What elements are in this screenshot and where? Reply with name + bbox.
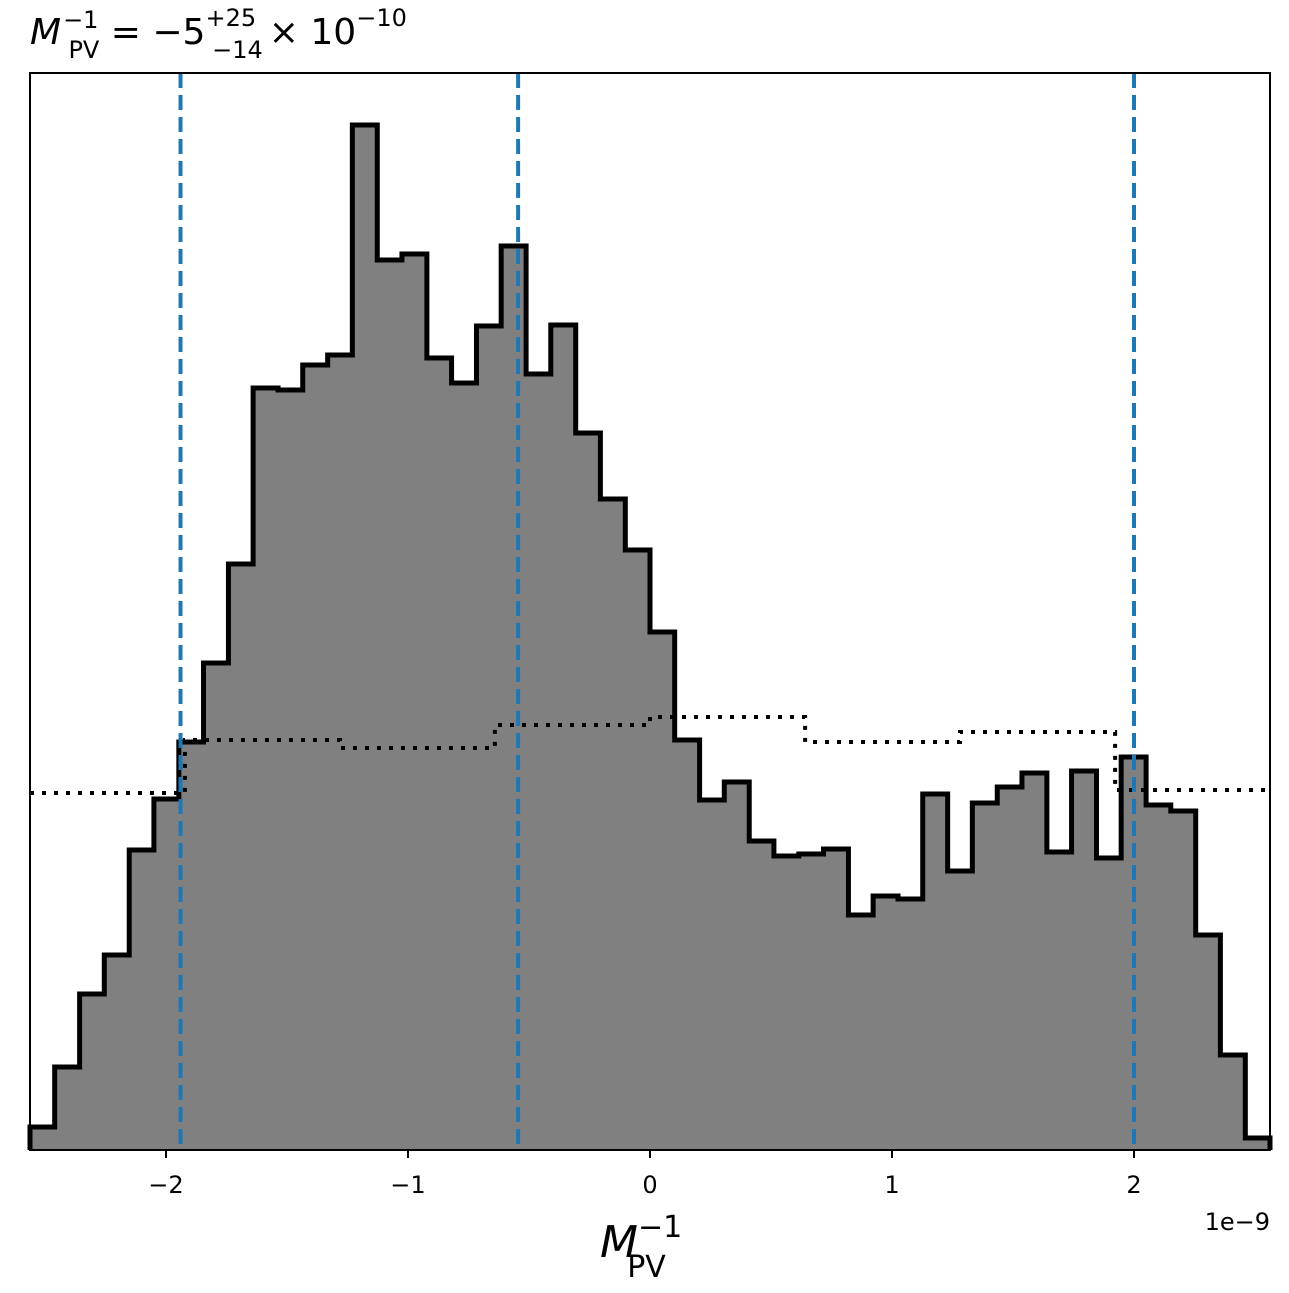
bar: [302, 365, 329, 1150]
bar: [625, 550, 651, 1150]
bar: [401, 254, 428, 1150]
x-tick-label: 1: [884, 1171, 899, 1199]
bar: [30, 1127, 56, 1150]
bar: [997, 787, 1023, 1150]
bar: [550, 325, 577, 1150]
x-tick-label: 2: [1126, 1171, 1141, 1199]
bar: [54, 1067, 81, 1150]
bar: [699, 800, 725, 1150]
bar: [1046, 852, 1073, 1150]
bar: [972, 803, 998, 1150]
bar: [203, 663, 229, 1150]
prior-histogram: [30, 715, 1270, 795]
x-tick-label: 0: [642, 1171, 657, 1199]
bar: [798, 854, 825, 1150]
bar: [773, 856, 800, 1150]
bar: [278, 390, 304, 1150]
x-tick-label: −2: [148, 1171, 183, 1199]
bar: [104, 955, 130, 1150]
bar: [898, 899, 924, 1150]
bar: [153, 799, 180, 1150]
bar: [873, 896, 899, 1150]
x-offset-label: 1e−9: [1205, 1208, 1270, 1236]
bar: [426, 358, 453, 1150]
bar: [575, 433, 601, 1150]
bar: [650, 632, 676, 1150]
bar: [724, 782, 750, 1150]
bar: [253, 388, 279, 1150]
bar: [1170, 811, 1197, 1150]
bar: [178, 742, 205, 1150]
bar: [501, 246, 527, 1150]
chart-title: M−1 PV = −5+25 −14 × 10−10: [30, 4, 407, 64]
bar: [1220, 1055, 1246, 1150]
bar: [922, 794, 949, 1150]
bar: [327, 355, 353, 1150]
bar: [1021, 773, 1048, 1150]
bar: [1245, 1138, 1271, 1150]
bar: [600, 499, 626, 1150]
bar: [1071, 771, 1097, 1150]
histogram-outline: [27, 122, 1273, 1150]
bar: [352, 125, 378, 1150]
bar: [476, 326, 502, 1150]
bar: [674, 740, 701, 1150]
bar: [1146, 805, 1172, 1150]
bar: [377, 260, 403, 1150]
bar: [526, 374, 552, 1150]
bar: [129, 850, 155, 1150]
x-tick-label: −1: [390, 1171, 425, 1199]
bar: [451, 383, 477, 1150]
bar: [749, 841, 775, 1150]
bar: [947, 871, 973, 1150]
x-axis-label: M−1 PV: [600, 1210, 682, 1285]
bar: [1096, 858, 1122, 1150]
bar: [848, 915, 874, 1150]
bar: [823, 849, 849, 1150]
bar: [79, 994, 105, 1150]
bar: [1195, 935, 1221, 1150]
bar: [228, 564, 254, 1150]
